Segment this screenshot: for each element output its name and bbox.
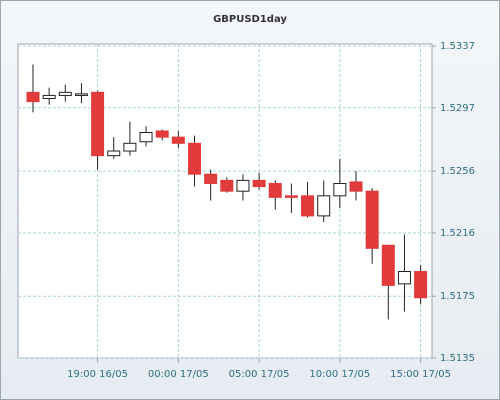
candle-body xyxy=(268,182,282,198)
candle-body xyxy=(123,142,137,152)
candle-body xyxy=(381,244,395,286)
candle-body xyxy=(74,93,88,96)
x-tick-label: 19:00 16/05 xyxy=(67,369,128,380)
candle-body xyxy=(397,271,411,285)
candle-body xyxy=(139,131,153,143)
candle-body xyxy=(333,182,347,197)
x-tick-label: 00:00 17/05 xyxy=(148,369,209,380)
y-tick-label: 1.5216 xyxy=(440,228,475,239)
y-tick-label: 1.5256 xyxy=(440,166,475,177)
candle-body xyxy=(42,94,56,100)
chart-title: GBPUSD1day xyxy=(213,14,287,25)
y-tick-label: 1.5135 xyxy=(440,353,475,364)
y-tick-label: 1.5337 xyxy=(440,41,475,52)
candle-body xyxy=(188,142,201,175)
candle-body xyxy=(107,150,121,157)
candle-body xyxy=(26,91,40,103)
candle-body xyxy=(252,179,266,188)
plot-area xyxy=(17,43,433,359)
candle-body xyxy=(414,271,428,299)
x-tick-label: 10:00 17/05 xyxy=(309,369,370,380)
candle-body xyxy=(204,173,218,184)
candle-body xyxy=(155,130,169,138)
y-tick-label: 1.5175 xyxy=(440,291,475,302)
candle-body xyxy=(284,195,298,198)
candle-body xyxy=(301,195,315,217)
candle-body xyxy=(365,190,379,249)
candle-body xyxy=(171,136,185,144)
x-tick-label: 15:00 17/05 xyxy=(390,369,451,380)
candle-body xyxy=(58,91,72,96)
candle-body xyxy=(91,91,105,157)
y-tick-label: 1.5297 xyxy=(440,103,475,114)
candle-body xyxy=(349,181,363,192)
candle-body xyxy=(317,195,331,217)
candle-body xyxy=(220,179,234,192)
x-tick-label: 05:00 17/05 xyxy=(229,369,290,380)
candle-body xyxy=(236,179,250,192)
